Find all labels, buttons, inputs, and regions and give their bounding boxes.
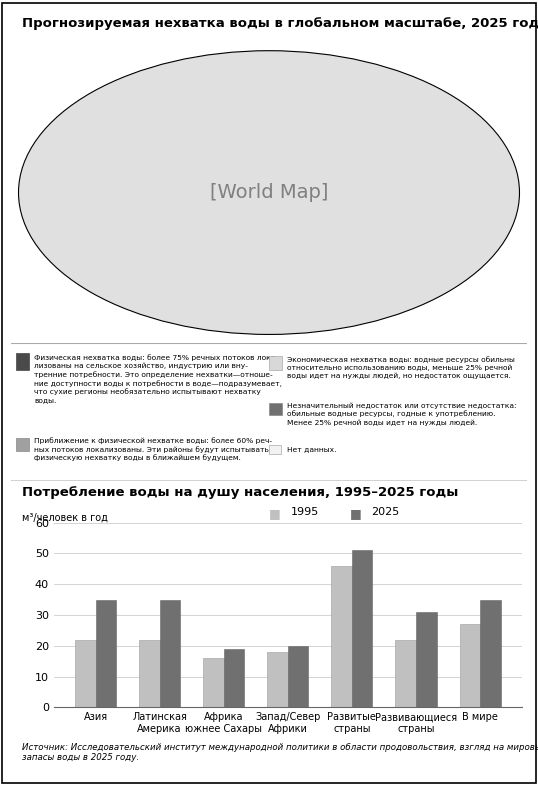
FancyBboxPatch shape xyxy=(3,343,534,481)
Bar xyxy=(224,649,244,707)
Bar xyxy=(288,646,308,707)
Bar xyxy=(416,612,436,707)
Text: Прогнозируемая нехватка воды в глобальном масштабе, 2025 год: Прогнозируемая нехватка воды в глобально… xyxy=(22,17,538,31)
Text: м³/человек в год: м³/человек в год xyxy=(22,512,108,523)
Text: 1995: 1995 xyxy=(291,507,319,517)
Text: ■: ■ xyxy=(350,507,362,520)
Text: Физическая нехватка воды: более 75% речных потоков лока-
лизованы на сельское хо: Физическая нехватка воды: более 75% речн… xyxy=(34,354,282,402)
Bar xyxy=(269,403,282,415)
Text: Нет данных.: Нет данных. xyxy=(287,446,337,453)
Text: Источник: Исследовательский институт международной политики в области продовольс: Источник: Исследовательский институт меж… xyxy=(22,743,538,762)
Bar xyxy=(203,658,224,707)
Text: Экономическая нехватка воды: водные ресурсы обильны
относительно использованию в: Экономическая нехватка воды: водные ресу… xyxy=(287,356,515,380)
Text: Незначительный недостаток или отсутствие недостатка:
обильные водные ресурсы, го: Незначительный недостаток или отсутствие… xyxy=(287,402,516,425)
Text: Приближение к физической нехватке воды: более 60% реч-
ных потоков локализованы.: Приближение к физической нехватке воды: … xyxy=(34,437,272,461)
Text: Потребление воды на душу населения, 1995–2025 годы: Потребление воды на душу населения, 1995… xyxy=(22,486,458,499)
Bar xyxy=(352,550,372,707)
Bar xyxy=(160,600,180,707)
Bar xyxy=(96,600,116,707)
Bar xyxy=(16,438,29,450)
Bar xyxy=(139,640,160,707)
Bar xyxy=(75,640,96,707)
Bar xyxy=(459,624,480,707)
Bar xyxy=(269,356,282,369)
Bar xyxy=(331,566,352,707)
Text: [World Map]: [World Map] xyxy=(210,183,328,202)
Text: 2025: 2025 xyxy=(371,507,400,517)
Bar xyxy=(269,445,281,454)
Text: ■: ■ xyxy=(269,507,281,520)
Bar xyxy=(16,353,29,369)
Ellipse shape xyxy=(18,51,520,335)
Bar xyxy=(267,652,288,707)
Bar xyxy=(395,640,416,707)
Bar xyxy=(480,600,500,707)
